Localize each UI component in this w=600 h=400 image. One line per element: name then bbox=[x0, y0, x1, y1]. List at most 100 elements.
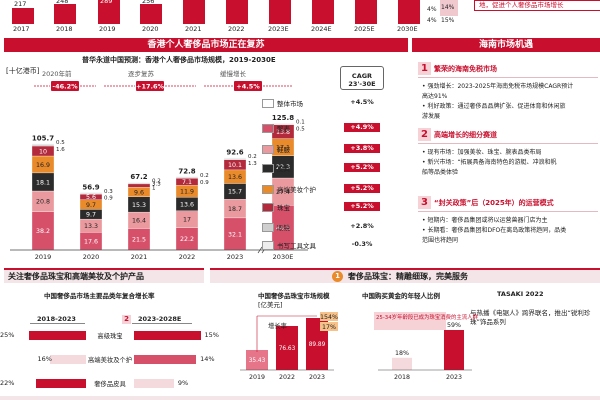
top-bar-2019 bbox=[98, 0, 120, 24]
top-bar-2025e bbox=[355, 0, 377, 24]
x-label-2019: 2019 bbox=[35, 253, 52, 261]
seg-label-2020-3: 9.7 bbox=[86, 202, 96, 209]
top-year-2024e: 2024E bbox=[311, 25, 332, 33]
seg-label-2030E-5: 0.5 bbox=[296, 126, 305, 132]
legend-label-6: 眼镜 bbox=[277, 224, 290, 232]
legend-label-3: 皮具 bbox=[277, 165, 290, 173]
top-val-2018: 248 bbox=[56, 0, 69, 5]
br1-year-2019: 2019 bbox=[249, 374, 265, 381]
top-year-2019: 2019 bbox=[99, 25, 116, 33]
br1-growth-label: 增长率 bbox=[268, 321, 287, 330]
top-year-2017: 2017 bbox=[13, 25, 30, 33]
top-right-box bbox=[440, 0, 458, 16]
legend-swatch-1 bbox=[262, 124, 274, 133]
top-year-2023e: 2023E bbox=[268, 25, 289, 33]
bar-seg-2019-6 bbox=[31, 143, 55, 145]
bl-right-bar-0 bbox=[134, 331, 201, 340]
main-title-band: 香港个人奢侈品市场正在复苏 bbox=[4, 38, 408, 52]
chart-heading: 普华永道中国预测：香港个人奢侈品市场规模，2019-2030E bbox=[82, 56, 276, 64]
top-val-2017: 217 bbox=[14, 0, 27, 8]
legend-label-7: 书写工具文具 bbox=[277, 242, 316, 250]
rp-section-line-2-0: • 短期内：奢侈品集团或将以运营兽器门店为主 bbox=[422, 217, 548, 224]
seg-label-2023-1: 18.7 bbox=[228, 206, 242, 213]
rp-section-line-1-1: • 新兴市场：“拓展具备海南特色的游艇、冲浪和帆 bbox=[422, 159, 557, 166]
top-right-note: 地，促进个人奢侈品市场增长 bbox=[479, 1, 564, 9]
bottom-left-title: 关注奢侈品珠宝和高端美妆及个护产品 bbox=[8, 272, 144, 281]
seg-label-2022-2: 13.6 bbox=[180, 201, 194, 208]
br1-value-2023: 89.89 bbox=[309, 342, 326, 348]
phase-label-1: 逐步复苏 bbox=[128, 69, 155, 78]
seg-label-2019-0: 38.2 bbox=[36, 228, 50, 235]
seg-label-2021-1: 16.4 bbox=[132, 218, 146, 225]
seg-label-2021-2: 15.3 bbox=[132, 202, 146, 209]
seg-label-2030E-1: 27.4 bbox=[276, 189, 290, 196]
bar-seg-2019-5 bbox=[31, 144, 55, 147]
top-val-2019: 289 bbox=[100, 0, 113, 5]
x-label-2030E: 2030E bbox=[273, 253, 294, 261]
seg-label-2030E-2: 22.3 bbox=[276, 164, 290, 171]
seg-label-2019-4: 10 bbox=[39, 148, 47, 155]
seg-label-2019-3: 16.9 bbox=[36, 162, 50, 169]
bl-right-value-1: 14% bbox=[200, 355, 215, 363]
seg-label-2020-2: 9.7 bbox=[86, 212, 96, 219]
top-bar-2022 bbox=[226, 0, 248, 24]
rp-section-line-0-2: • 利好政策：通过奢侈品品牌扩张、促进体育和休闲旅 bbox=[422, 103, 566, 110]
top-bar-2030e bbox=[398, 0, 420, 24]
seg-label-2023-4: 10.1 bbox=[228, 162, 242, 169]
bl-col-left-header-box bbox=[30, 313, 85, 324]
br-chart3-text: 与热播《电锯人》跨界联名，推出“锐利珍珠”饰品系列 bbox=[470, 309, 591, 326]
top-year-2020: 2020 bbox=[142, 25, 159, 33]
br2-bar-2023 bbox=[444, 330, 464, 370]
bl-left-value-0: 25% bbox=[0, 331, 15, 339]
bl-marker-2: 2 bbox=[122, 315, 131, 324]
rp-section-title-0: 繁荣的海南免税市场 bbox=[434, 65, 497, 73]
rp-section-line-2-2: 范围也将趋同 bbox=[422, 237, 459, 244]
legend-swatch-2 bbox=[262, 145, 274, 154]
seg-label-2019-6: 0.5 bbox=[56, 140, 65, 146]
top-right-pct-1: 4% bbox=[427, 6, 437, 13]
top-val-2020: 256 bbox=[142, 0, 155, 5]
seg-label-2020-1: 13.3 bbox=[84, 223, 98, 230]
seg-label-2022-0: 22.2 bbox=[180, 236, 194, 243]
x-label-2021: 2021 bbox=[131, 253, 148, 261]
br1-year-2023: 2023 bbox=[309, 374, 325, 381]
bl-right-value-0: 15% bbox=[204, 331, 219, 339]
total-label-2021: 67.2 bbox=[130, 173, 147, 181]
seg-label-2020-6: 0.3 bbox=[104, 189, 113, 195]
seg-label-2030E-3: 17.1 bbox=[276, 144, 290, 151]
bl-row-label-0: 高级珠宝 bbox=[97, 333, 123, 340]
br2-bar-2018 bbox=[392, 357, 412, 370]
top-year-2021: 2021 bbox=[185, 25, 202, 33]
top-right-pct-2: 14% bbox=[441, 4, 455, 11]
x-label-2023: 2023 bbox=[227, 253, 244, 261]
seg-label-2030E-6: 0.1 bbox=[296, 120, 305, 126]
top-year-2030e: 2030E bbox=[397, 25, 418, 33]
cagr-value-2: +3.8% bbox=[344, 144, 380, 153]
bl-col-right-header-box bbox=[132, 313, 192, 324]
top-bar-2023e bbox=[269, 0, 291, 24]
top-bar-2017 bbox=[12, 8, 34, 24]
bl-left-value-1: 16% bbox=[37, 355, 52, 363]
seg-label-2030E-4: 13.8 bbox=[276, 129, 290, 136]
total-label-2023: 92.6 bbox=[226, 149, 243, 157]
cagr-header: CAGR 23'-30E bbox=[348, 72, 376, 88]
top-bar-2018 bbox=[54, 4, 76, 24]
top-strip: 217 248 289 256 2017 2018 2019 2020 2021… bbox=[0, 0, 600, 34]
phase-pill-0 bbox=[51, 81, 79, 91]
br1-year-2022: 2022 bbox=[279, 374, 295, 381]
seg-label-2021-4: 3.3 bbox=[152, 182, 161, 188]
seg-label-2020-0: 17.6 bbox=[84, 239, 98, 246]
legend-swatch-7 bbox=[262, 241, 274, 250]
seg-label-2022-3: 11.9 bbox=[180, 189, 194, 196]
top-year-2018: 2018 bbox=[56, 25, 73, 33]
seg-label-2023-5: 1.3 bbox=[248, 161, 257, 167]
br1-pct-17-box bbox=[320, 322, 338, 331]
main-title: 香港个人奢侈品市场正在复苏 bbox=[147, 40, 265, 50]
total-label-2020: 56.9 bbox=[82, 183, 99, 191]
phase-pill-1 bbox=[136, 81, 164, 91]
x-label-2020: 2020 bbox=[83, 253, 100, 261]
seg-label-2023-3: 13.6 bbox=[228, 174, 242, 181]
bottom-right-banner: 奢侈品珠宝：精雕细琢，完美服务 bbox=[348, 272, 468, 281]
x-label-2022: 2022 bbox=[179, 253, 196, 261]
rp-num-0: 1 bbox=[418, 62, 431, 75]
